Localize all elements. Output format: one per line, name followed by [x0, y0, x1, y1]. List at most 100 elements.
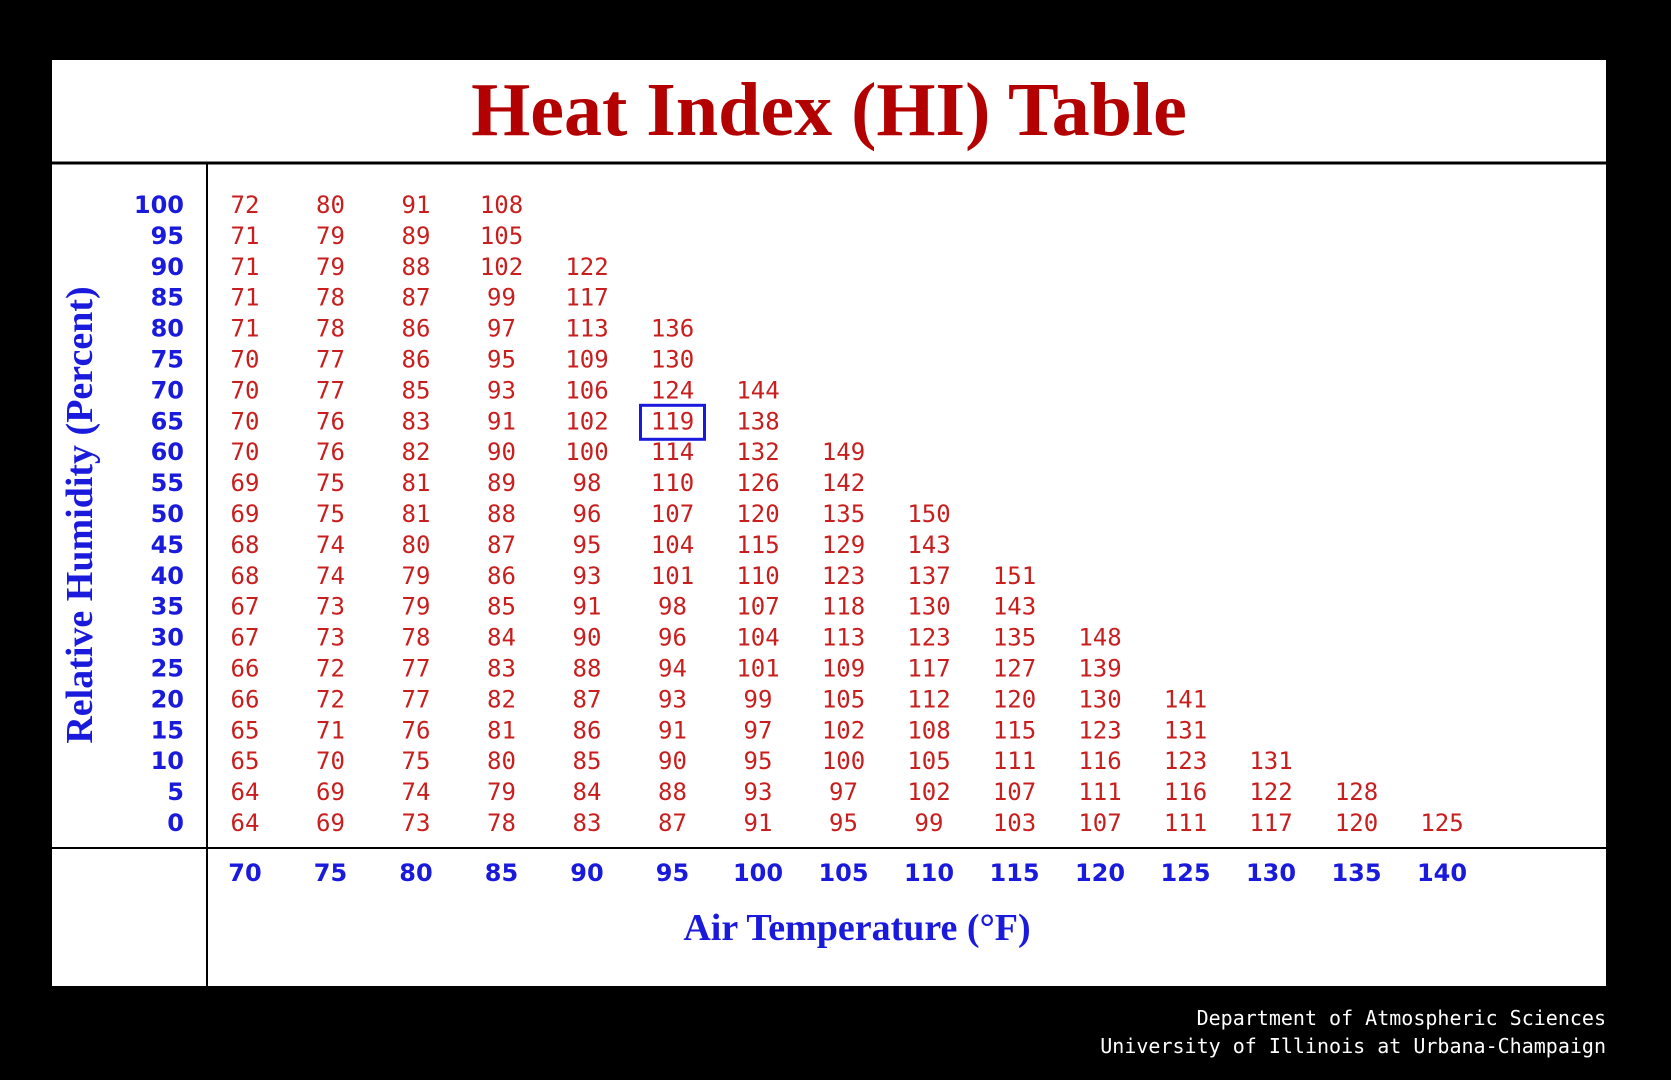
hi-cell-rh25-t110: 117 [907, 655, 950, 683]
hi-cell-rh35-t105: 118 [822, 593, 865, 621]
hi-cell-rh5-t120: 111 [1078, 778, 1121, 806]
hi-cell-rh25-t80: 77 [402, 655, 431, 683]
hi-cell-rh70-t90: 106 [565, 376, 608, 404]
hi-cell-rh10-t80: 75 [402, 747, 431, 775]
hi-cell-rh0-t70: 64 [231, 809, 260, 837]
hi-cell-rh15-t120: 123 [1078, 716, 1121, 744]
hi-cell-rh10-t110: 105 [907, 747, 950, 775]
humidity-tick-25: 25 [151, 655, 184, 683]
hi-cell-rh40-t90: 93 [573, 562, 602, 590]
credit-block: Department of Atmospheric Sciences Unive… [1100, 1004, 1606, 1060]
hi-cell-rh90-t80: 88 [402, 253, 431, 281]
hi-cell-rh5-t75: 69 [316, 778, 345, 806]
hi-cell-rh10-t95: 90 [658, 747, 687, 775]
hi-cell-rh10-t90: 85 [573, 747, 602, 775]
hi-cell-rh80-t95: 136 [651, 315, 694, 343]
hi-cell-rh95-t85: 105 [480, 222, 523, 250]
hi-cell-rh70-t95: 124 [651, 376, 694, 404]
hi-cell-rh10-t85: 80 [487, 747, 516, 775]
hi-cell-rh10-t115: 111 [993, 747, 1036, 775]
hi-cell-rh15-t125: 131 [1164, 716, 1207, 744]
hi-cell-rh65-t100: 138 [736, 407, 779, 435]
hi-cell-rh45-t90: 95 [573, 531, 602, 559]
hi-cell-rh30-t80: 78 [402, 624, 431, 652]
humidity-tick-20: 20 [151, 685, 184, 713]
hi-cell-rh55-t90: 98 [573, 469, 602, 497]
hi-cell-rh0-t115: 103 [993, 809, 1036, 837]
highlight-box [639, 403, 706, 441]
hi-cell-rh70-t100: 144 [736, 376, 779, 404]
hi-cell-rh10-t70: 65 [231, 747, 260, 775]
hi-cell-rh60-t95: 114 [651, 438, 694, 466]
temperature-tick-75: 75 [314, 859, 347, 887]
hi-cell-rh0-t140: 125 [1420, 809, 1463, 837]
temperature-tick-120: 120 [1075, 859, 1125, 887]
hi-cell-rh20-t90: 87 [573, 685, 602, 713]
hi-cell-rh50-t100: 120 [736, 500, 779, 528]
hi-cell-rh5-t80: 74 [402, 778, 431, 806]
hi-cell-rh75-t80: 86 [402, 346, 431, 374]
humidity-tick-5: 5 [167, 778, 184, 806]
hi-cell-rh50-t70: 69 [231, 500, 260, 528]
hi-cell-rh40-t115: 151 [993, 562, 1036, 590]
hi-cell-rh25-t70: 66 [231, 655, 260, 683]
temperature-tick-110: 110 [904, 859, 954, 887]
cells-layer: 72 80 91 108 71 79 89 105 71 79 88 102 122 71 78 87 99 11… [231, 191, 1464, 837]
temperature-tick-115: 115 [989, 859, 1039, 887]
hi-cell-rh25-t85: 83 [487, 655, 516, 683]
hi-cell-rh15-t100: 97 [744, 716, 773, 744]
x-axis-title: Air Temperature (°F) [683, 907, 1030, 949]
hi-cell-rh50-t90: 96 [573, 500, 602, 528]
hi-cell-rh30-t110: 123 [907, 624, 950, 652]
hi-cell-rh0-t110: 99 [915, 809, 944, 837]
hi-cell-rh55-t95: 110 [651, 469, 694, 497]
hi-cell-rh15-t70: 65 [231, 716, 260, 744]
hi-cell-rh35-t85: 85 [487, 593, 516, 621]
temperature-tick-105: 105 [818, 859, 868, 887]
hi-cell-rh75-t70: 70 [231, 346, 260, 374]
hi-cell-rh10-t130: 131 [1249, 747, 1292, 775]
hi-cell-rh20-t110: 112 [907, 685, 950, 713]
chart-title: Heat Index (HI) Table [471, 68, 1187, 152]
temperature-tick-130: 130 [1246, 859, 1296, 887]
hi-cell-rh20-t95: 93 [658, 685, 687, 713]
hi-cell-rh75-t85: 95 [487, 346, 516, 374]
temperature-tick-90: 90 [570, 859, 603, 887]
hi-cell-rh55-t70: 69 [231, 469, 260, 497]
hi-cell-rh45-t105: 129 [822, 531, 865, 559]
hi-cell-rh55-t80: 81 [402, 469, 431, 497]
hi-cell-rh65-t80: 83 [402, 407, 431, 435]
hi-cell-rh10-t105: 100 [822, 747, 865, 775]
hi-cell-rh70-t80: 85 [402, 376, 431, 404]
hi-cell-rh25-t120: 139 [1078, 655, 1121, 683]
humidity-tick-40: 40 [151, 562, 184, 590]
hi-cell-rh35-t115: 143 [993, 593, 1036, 621]
hi-cell-rh40-t105: 123 [822, 562, 865, 590]
hi-cell-rh50-t95: 107 [651, 500, 694, 528]
humidity-tick-75: 75 [151, 346, 184, 374]
temperature-tick-70: 70 [228, 859, 261, 887]
hi-cell-rh75-t95: 130 [651, 346, 694, 374]
hi-cell-rh15-t115: 115 [993, 716, 1036, 744]
hi-cell-rh30-t120: 148 [1078, 624, 1121, 652]
hi-cell-rh100-t85: 108 [480, 191, 523, 219]
hi-cell-rh0-t125: 111 [1164, 809, 1207, 837]
humidity-tick-15: 15 [151, 716, 184, 744]
humidity-tick-65: 65 [151, 407, 184, 435]
hi-cell-rh15-t95: 91 [658, 716, 687, 744]
hi-cell-rh45-t95: 104 [651, 531, 694, 559]
hi-cell-rh45-t80: 80 [402, 531, 431, 559]
humidity-tick-85: 85 [151, 284, 184, 312]
hi-cell-rh5-t115: 107 [993, 778, 1036, 806]
hi-cell-rh40-t80: 79 [402, 562, 431, 590]
hi-cell-rh45-t110: 143 [907, 531, 950, 559]
hi-cell-rh25-t75: 72 [316, 655, 345, 683]
hi-cell-rh45-t75: 74 [316, 531, 345, 559]
credit-university: University of Illinois at Urbana-Champai… [1100, 1034, 1606, 1058]
hi-cell-rh50-t105: 135 [822, 500, 865, 528]
hi-cell-rh35-t90: 91 [573, 593, 602, 621]
hi-cell-rh25-t105: 109 [822, 655, 865, 683]
hi-cell-rh10-t100: 95 [744, 747, 773, 775]
hi-cell-rh70-t85: 93 [487, 376, 516, 404]
